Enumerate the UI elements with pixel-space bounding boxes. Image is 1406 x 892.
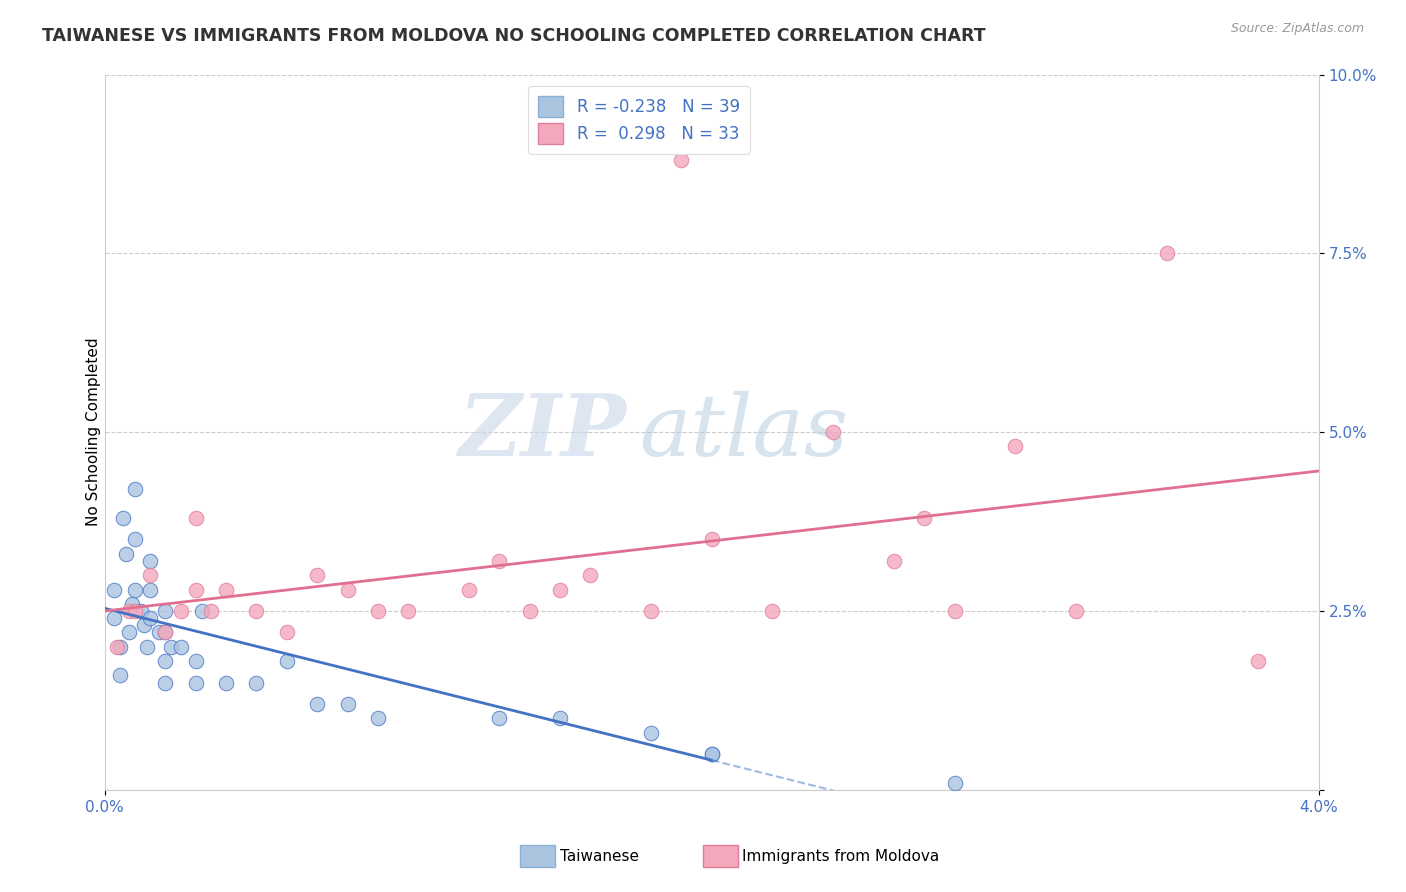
Text: Immigrants from Moldova: Immigrants from Moldova <box>742 849 939 863</box>
Point <box>215 582 238 597</box>
Text: Source: ZipAtlas.com: Source: ZipAtlas.com <box>1230 22 1364 36</box>
Point <box>184 654 207 668</box>
Text: Taiwanese: Taiwanese <box>560 849 638 863</box>
Point <box>548 582 571 597</box>
Point <box>155 675 177 690</box>
Point <box>191 604 214 618</box>
Point <box>367 711 389 725</box>
Point <box>943 775 966 789</box>
Point <box>1247 654 1270 668</box>
Point <box>111 511 134 525</box>
Point <box>105 640 128 654</box>
Point <box>488 554 510 568</box>
Point <box>155 625 177 640</box>
Point <box>169 640 191 654</box>
Point <box>579 568 602 582</box>
Point <box>139 568 162 582</box>
Point <box>215 675 238 690</box>
Point <box>124 533 146 547</box>
Point <box>367 604 389 618</box>
Point <box>548 711 571 725</box>
Text: atlas: atlas <box>638 391 848 474</box>
Point <box>139 554 162 568</box>
Point <box>307 697 329 711</box>
Point <box>883 554 905 568</box>
Point <box>134 618 156 632</box>
Point <box>118 604 141 618</box>
Point <box>160 640 183 654</box>
Point <box>336 697 359 711</box>
Point <box>1004 440 1026 454</box>
Point <box>184 675 207 690</box>
Text: TAIWANESE VS IMMIGRANTS FROM MOLDOVA NO SCHOOLING COMPLETED CORRELATION CHART: TAIWANESE VS IMMIGRANTS FROM MOLDOVA NO … <box>42 27 986 45</box>
Point <box>148 625 170 640</box>
Point <box>184 511 207 525</box>
Point <box>396 604 419 618</box>
Point <box>124 483 146 497</box>
Point <box>115 547 138 561</box>
Y-axis label: No Schooling Completed: No Schooling Completed <box>86 338 101 526</box>
Point <box>121 597 143 611</box>
Point <box>169 604 191 618</box>
Point <box>823 425 845 440</box>
Point <box>307 568 329 582</box>
Point <box>155 604 177 618</box>
Point <box>139 582 162 597</box>
Point <box>1064 604 1087 618</box>
Point <box>200 604 222 618</box>
Point <box>124 582 146 597</box>
Point <box>139 611 162 625</box>
Point <box>155 625 177 640</box>
Point <box>912 511 935 525</box>
Point <box>245 604 267 618</box>
Point <box>129 604 152 618</box>
Point <box>943 604 966 618</box>
Point <box>245 675 267 690</box>
Text: ZIP: ZIP <box>458 391 627 474</box>
Point <box>640 725 662 739</box>
Point <box>103 611 125 625</box>
Point <box>1156 246 1178 260</box>
Point <box>108 640 131 654</box>
Point <box>671 153 693 168</box>
Point <box>124 604 146 618</box>
Point <box>155 654 177 668</box>
Legend: R = -0.238   N = 39, R =  0.298   N = 33: R = -0.238 N = 39, R = 0.298 N = 33 <box>529 87 749 153</box>
Point <box>700 533 723 547</box>
Point <box>276 625 298 640</box>
Point <box>488 711 510 725</box>
Point <box>103 582 125 597</box>
Point <box>761 604 783 618</box>
Point <box>700 747 723 761</box>
Point <box>276 654 298 668</box>
Point <box>136 640 159 654</box>
Point <box>118 625 141 640</box>
Point <box>519 604 541 618</box>
Point <box>700 747 723 761</box>
Point <box>336 582 359 597</box>
Point <box>458 582 481 597</box>
Point <box>108 668 131 682</box>
Point <box>184 582 207 597</box>
Point <box>640 604 662 618</box>
